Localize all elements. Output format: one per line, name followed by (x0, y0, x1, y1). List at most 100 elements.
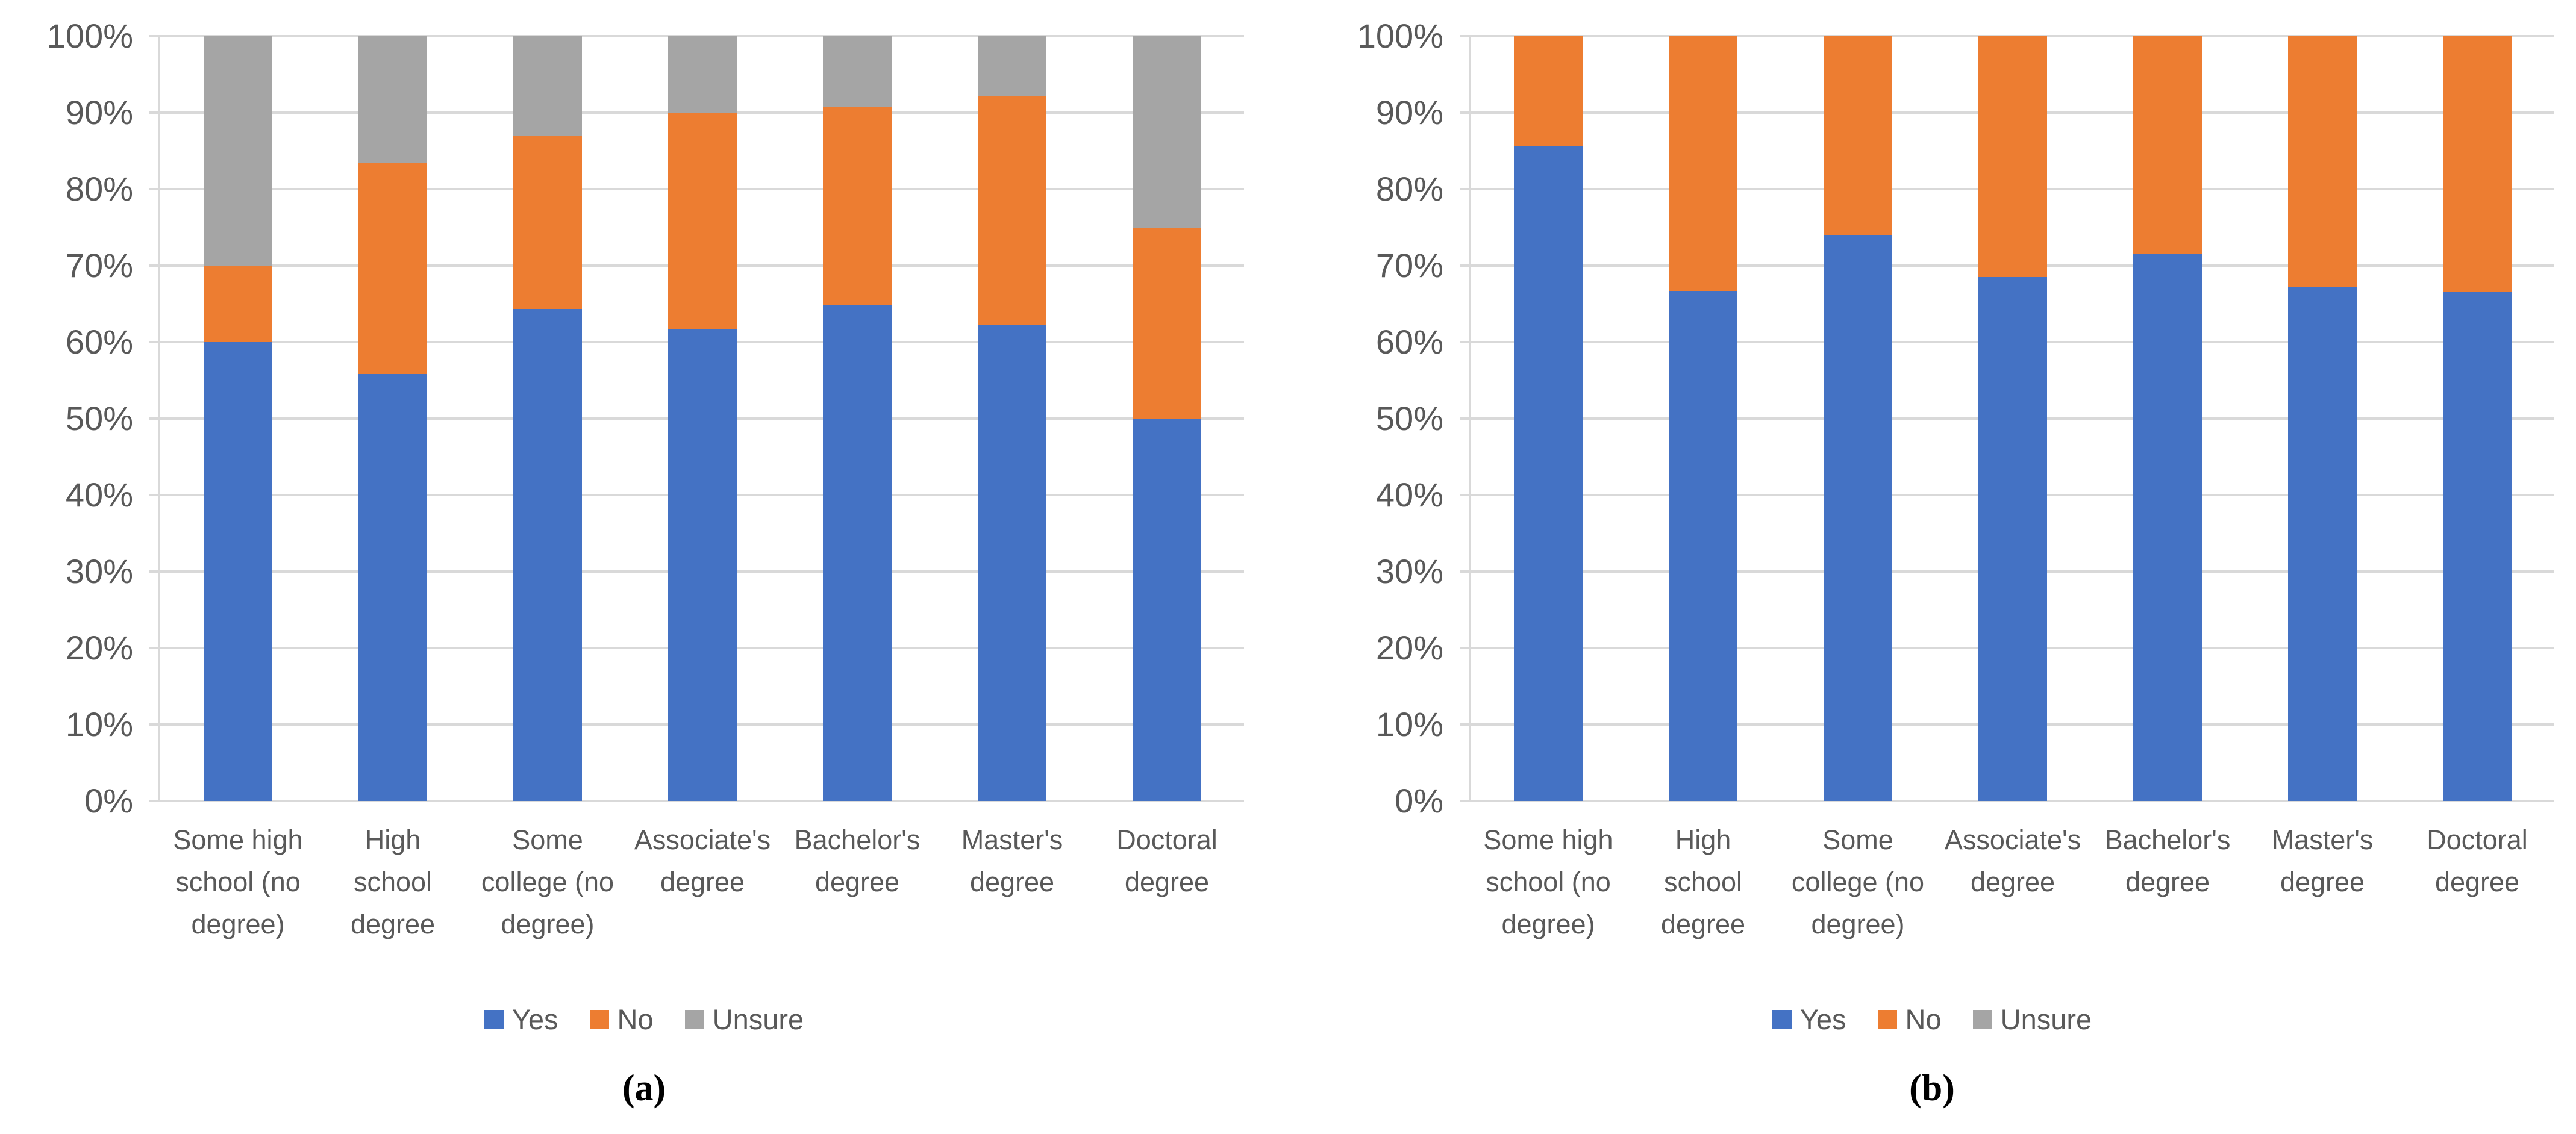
legend-label: Unsure (712, 1003, 804, 1035)
y-axis-tick (149, 647, 160, 649)
bar-segment-no (1133, 228, 1201, 419)
y-axis-tick (149, 800, 160, 802)
y-axis-tick (149, 494, 160, 496)
category-label: Doctoral degree (2427, 824, 2528, 897)
bar-segment-no (204, 266, 272, 342)
bar-segment-unsure (358, 36, 427, 163)
bar-segment-yes (1978, 277, 2047, 801)
bar-segment-yes (978, 325, 1046, 801)
y-axis-label: 0% (1395, 782, 1443, 820)
legend-swatch-no (589, 1009, 609, 1029)
category-label: Some college (no degree) (1791, 824, 1925, 939)
y-axis-tick (149, 570, 160, 573)
category-label: Doctoral degree (1116, 824, 1218, 897)
y-axis-label: 40% (65, 476, 133, 514)
y-axis-label: 80% (1375, 170, 1443, 208)
legend-item: Unsure (1972, 1003, 2092, 1036)
legend-label: Yes (511, 1003, 558, 1035)
legend-swatch-yes (1772, 1009, 1792, 1029)
bar-segment-no (513, 136, 582, 309)
y-axis-tick (149, 341, 160, 343)
y-axis-tick (1460, 341, 1471, 343)
y-axis-label: 20% (65, 629, 133, 667)
y-axis-label: 100% (1357, 17, 1443, 55)
y-axis-label: 70% (65, 246, 133, 284)
bar-segment-yes (668, 329, 737, 801)
chart-b: 0% 10% 20% 30% 40% 50% 60% 70% 80% 90% 100% Some hi… (1288, 0, 2576, 1134)
y-axis-tick (149, 417, 160, 420)
bar-segment-no (358, 163, 427, 374)
y-axis-tick (1460, 111, 1471, 114)
bar-segment-no (823, 107, 892, 305)
y-axis-tick (1460, 647, 1471, 649)
y-axis-label: 90% (65, 93, 133, 131)
category-label: Master's degree (2271, 824, 2374, 897)
legend-swatch-yes (484, 1009, 504, 1029)
bar-segment-no (1824, 36, 1892, 235)
category-label: Some high school (no degree) (173, 824, 303, 939)
y-axis-label: 50% (65, 399, 133, 437)
bar-segment-unsure (978, 36, 1046, 96)
bar-segment-yes (1669, 291, 1737, 801)
y-axis-tick (1460, 494, 1471, 496)
legend-item: Yes (484, 1003, 558, 1036)
y-axis-label: 30% (65, 552, 133, 590)
chart-caption: (a) (622, 1068, 666, 1109)
y-axis-tick (149, 35, 160, 37)
bar-segment-no (2133, 36, 2202, 254)
legend-label: No (617, 1003, 654, 1035)
y-axis-label: 40% (1375, 476, 1443, 514)
value-axis-line (1469, 35, 1471, 802)
y-axis-label: 50% (1375, 399, 1443, 437)
bar-segment-no (1978, 36, 2047, 277)
y-axis-label: 0% (84, 782, 133, 820)
category-label: High school degree (350, 824, 436, 939)
bar-segment-no (978, 96, 1046, 325)
y-axis-tick (1460, 188, 1471, 190)
bar-segment-yes (2288, 287, 2357, 801)
legend-item: Yes (1772, 1003, 1846, 1036)
legend: Yes No Unsure (1288, 1003, 2576, 1036)
bar-segment-no (1514, 36, 1583, 146)
category-label: Some high school (no degree) (1483, 824, 1613, 939)
category-label: Master's degree (961, 824, 1063, 897)
value-axis-line (158, 35, 160, 802)
y-axis-tick (149, 188, 160, 190)
bar-segment-unsure (668, 36, 737, 113)
legend-label: No (1905, 1003, 1942, 1035)
legend-item: No (589, 1003, 654, 1036)
y-axis-label: 80% (65, 170, 133, 208)
bar-segment-yes (1514, 146, 1583, 801)
legend-swatch-unsure (1972, 1009, 1992, 1029)
bar-segment-yes (513, 309, 582, 801)
y-axis-label: 10% (1375, 705, 1443, 743)
bar-segment-no (668, 113, 737, 329)
bar-segment-unsure (204, 36, 272, 266)
legend-label: Unsure (2000, 1003, 2092, 1035)
y-axis-tick (149, 111, 160, 114)
bar-segment-unsure (513, 36, 582, 136)
bar-segment-yes (358, 374, 427, 801)
y-axis-tick (149, 723, 160, 726)
category-label: Some college (no degree) (481, 824, 614, 939)
y-axis-tick (1460, 264, 1471, 267)
category-label: Associate's degree (1944, 824, 2081, 897)
bar-segment-yes (2133, 254, 2202, 801)
bar-segment-no (2288, 36, 2357, 287)
y-axis-label: 90% (1375, 93, 1443, 131)
y-axis-tick (149, 264, 160, 267)
bar-segment-yes (1824, 235, 1892, 801)
legend-item: Unsure (684, 1003, 804, 1036)
y-axis-label: 60% (1375, 323, 1443, 361)
bar-segment-unsure (823, 36, 892, 107)
y-axis-label: 10% (65, 705, 133, 743)
y-axis-tick (1460, 800, 1471, 802)
y-axis-tick (1460, 570, 1471, 573)
legend-swatch-unsure (684, 1009, 704, 1029)
bar-segment-no (2443, 36, 2512, 292)
gridline (1471, 800, 2554, 802)
bar-segment-yes (1133, 419, 1201, 801)
legend-item: No (1877, 1003, 1942, 1036)
legend-label: Yes (1799, 1003, 1846, 1035)
